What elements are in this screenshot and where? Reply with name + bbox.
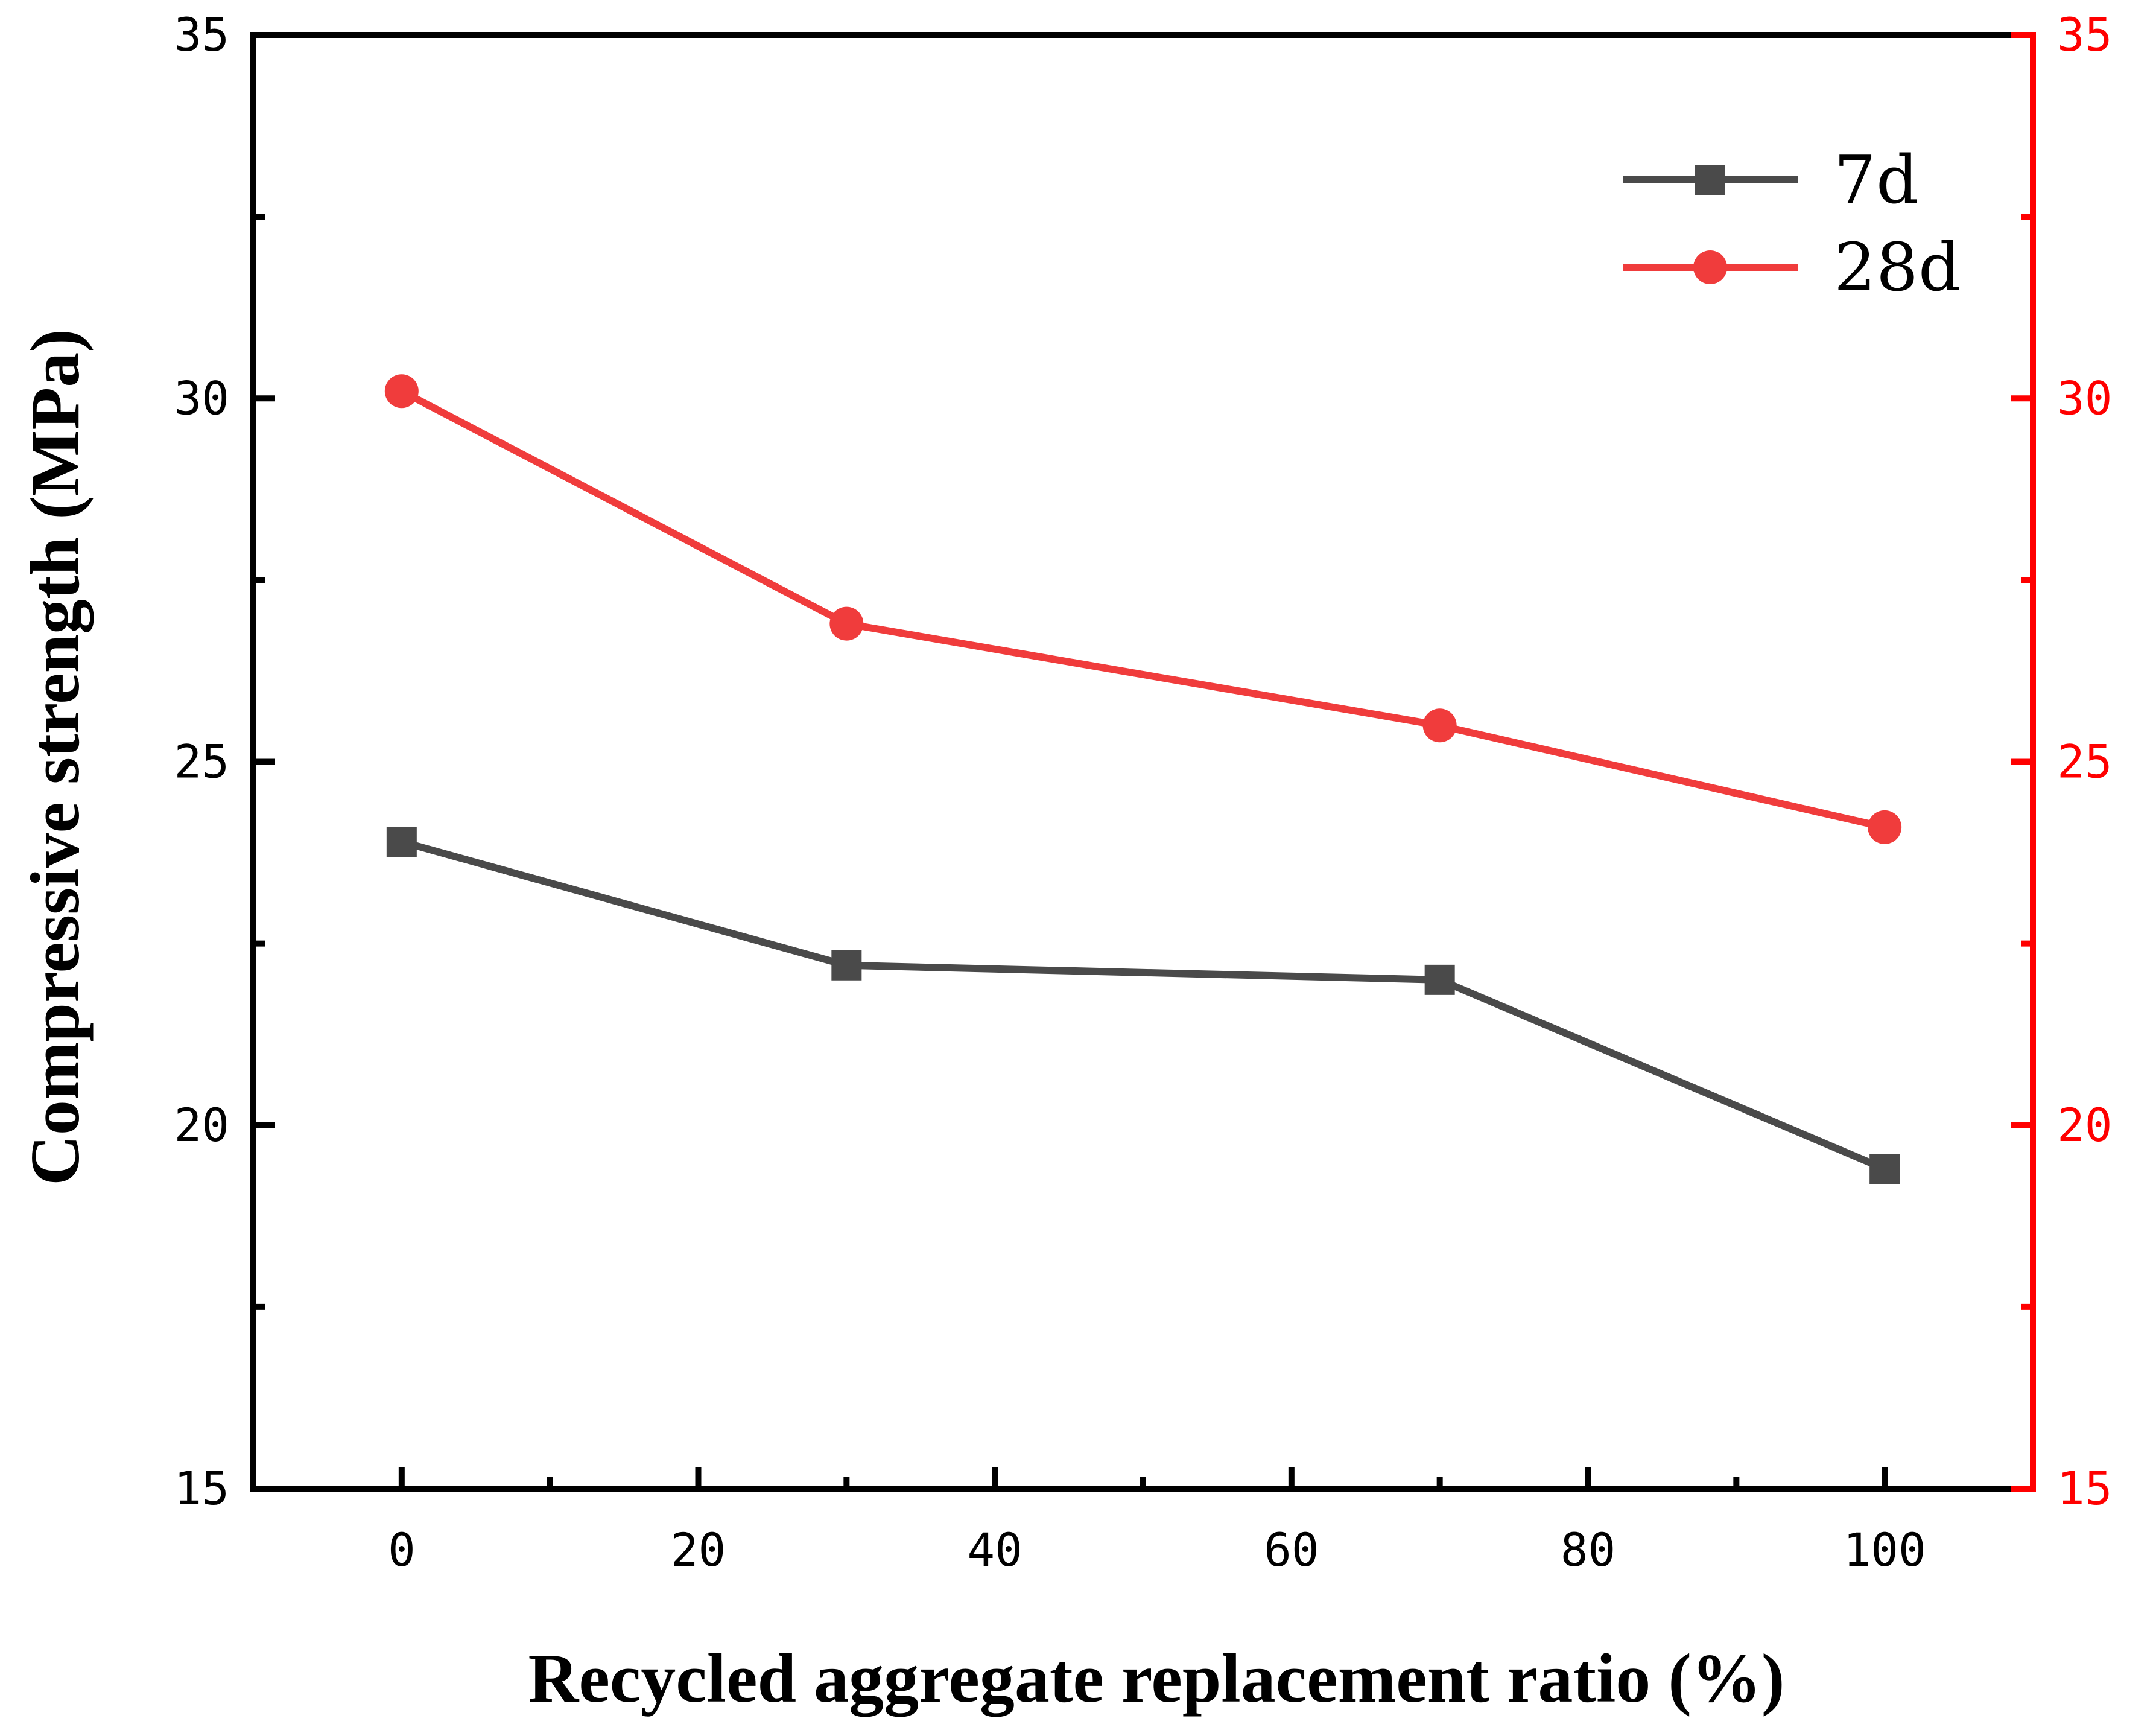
y2-tick-label: 30 (2057, 371, 2113, 425)
y-tick-label: 25 (174, 735, 229, 789)
data-point-7d (831, 950, 862, 981)
y-tick-label: 30 (174, 371, 229, 425)
ticks: 0 20 40 60 80 100 15 20 25 30 35 15 20 25 30 35 (174, 8, 2112, 1577)
x-tick-label: 60 (1264, 1523, 1319, 1577)
data-point-28d (829, 606, 864, 641)
data-point-7d (1424, 964, 1455, 995)
data-point-28d (1422, 708, 1457, 743)
legend-label-28d: 28d (1834, 229, 1961, 306)
x-tick-label: 0 (388, 1523, 416, 1577)
data-point-28d (1868, 810, 1902, 844)
legend-label-7d: 7d (1834, 141, 1918, 218)
data-point-28d (384, 374, 419, 409)
x-axis-title: Recycled aggregate replacement ratio (%) (528, 1640, 1785, 1717)
data-point-7d (386, 826, 417, 857)
legend-marker-7d (1695, 165, 1725, 195)
data-point-7d (1869, 1154, 1900, 1184)
series-line-28d (400, 387, 1886, 831)
axes (250, 32, 2036, 1492)
x-tick-label: 80 (1561, 1523, 1616, 1577)
x-tick-label: 20 (671, 1523, 726, 1577)
series-line-7d (401, 838, 1886, 1172)
y2-tick-label: 25 (2057, 735, 2113, 789)
series-layer (384, 374, 1902, 1184)
legend-marker-28d (1693, 250, 1727, 284)
y2-tick-label: 35 (2057, 8, 2113, 62)
y2-tick-label: 15 (2057, 1461, 2113, 1515)
y2-tick-label: 20 (2057, 1098, 2113, 1152)
y-axis-title: Compressive strength (MPa) (17, 329, 94, 1186)
x-tick-label: 100 (1844, 1523, 1926, 1577)
y-tick-label: 20 (174, 1098, 229, 1152)
y-tick-label: 35 (174, 8, 229, 62)
x-tick-label: 40 (967, 1523, 1023, 1577)
y-tick-label: 15 (174, 1461, 229, 1515)
